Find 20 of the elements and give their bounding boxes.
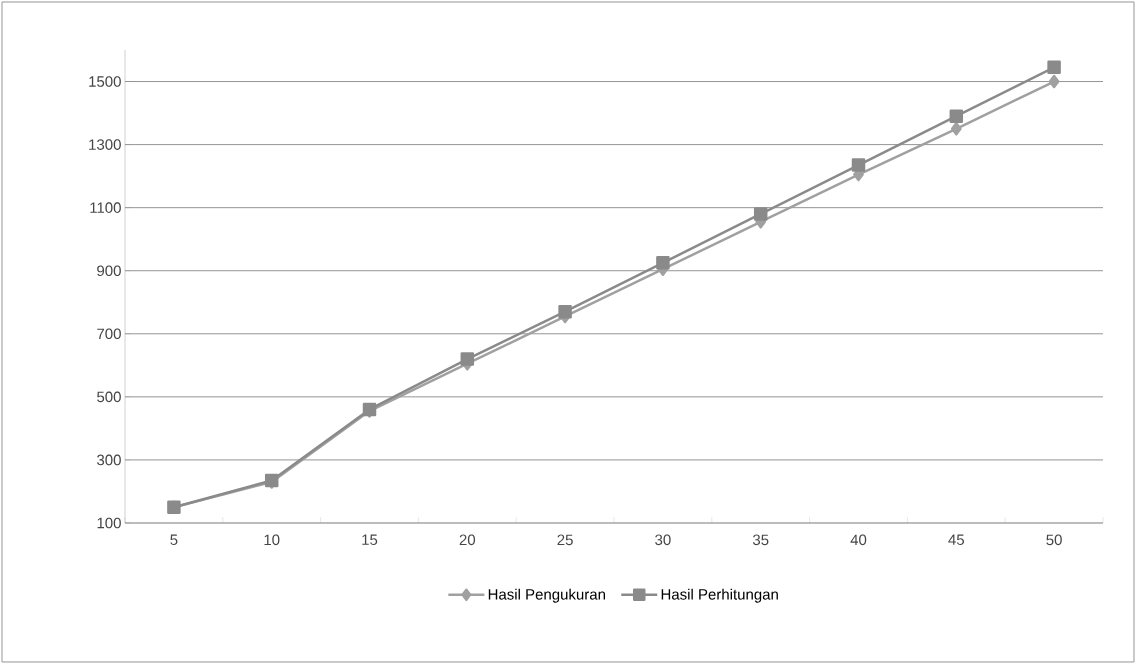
y-tick-label: 1300 xyxy=(89,139,121,150)
y-tick-label: 500 xyxy=(97,391,121,403)
y-tick-label: 1500 xyxy=(89,76,121,87)
x-tick-label: 50 xyxy=(1046,534,1062,546)
x-tick-label: 15 xyxy=(362,534,378,545)
x-tick-label: 25 xyxy=(557,534,573,546)
x-tick-label: 35 xyxy=(752,534,769,546)
legend-label: Hasil Perhitungan xyxy=(661,588,778,603)
legend-label: Hasil Pengukuran xyxy=(488,588,605,603)
x-tick-label: 10 xyxy=(264,534,280,546)
x-tick-label: 45 xyxy=(948,534,965,545)
y-tick-label: 900 xyxy=(97,265,121,277)
x-tick-label: 20 xyxy=(459,534,476,546)
y-tick-label: 1100 xyxy=(90,202,121,213)
y-tick-label: 300 xyxy=(97,454,121,466)
x-tick-label: 5 xyxy=(170,534,178,545)
x-tick-label: 40 xyxy=(850,534,867,546)
x-tick-label: 30 xyxy=(655,534,671,546)
y-tick-label: 700 xyxy=(97,328,121,340)
y-tick-label: 100 xyxy=(97,517,121,529)
